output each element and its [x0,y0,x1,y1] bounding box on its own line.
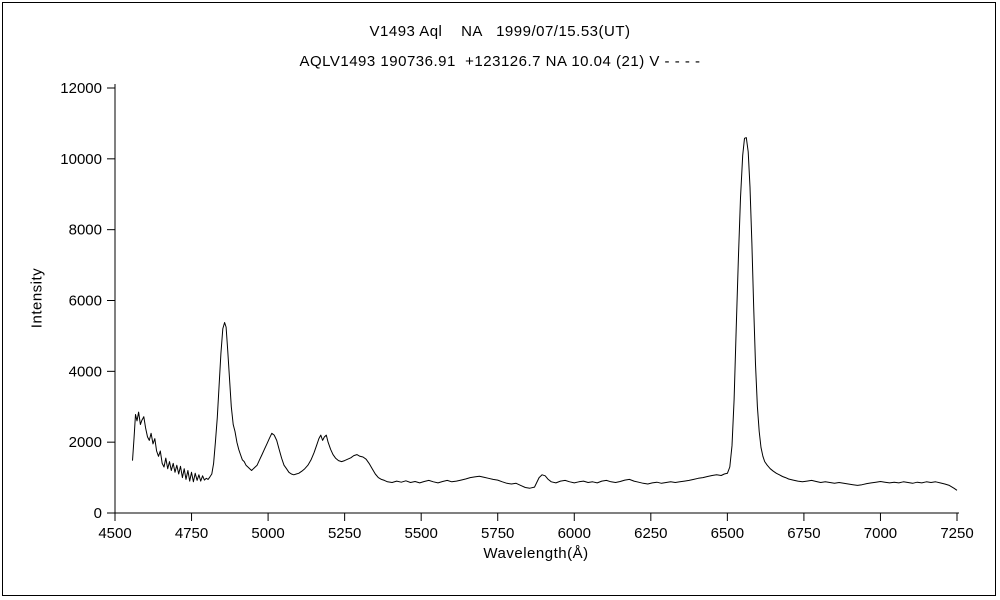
x-tick-label: 7250 [940,525,973,542]
y-tick-label: 10000 [60,151,102,168]
x-tick-label: 5750 [481,525,514,542]
x-tick-label: 4750 [175,525,208,542]
x-tick-label: 6250 [634,525,667,542]
x-tick-label: 6000 [558,525,591,542]
chart-title: V1493 Aql NA 1999/07/15.53(UT) [369,23,631,40]
x-tick-label: 6500 [711,525,744,542]
y-tick-label: 12000 [60,80,102,97]
x-tick-label: 5000 [251,525,284,542]
spectrum-line [132,137,958,491]
x-tick-label: 4500 [98,525,131,542]
x-tick-label: 6750 [787,525,820,542]
y-tick-label: 2000 [69,434,102,451]
x-axis-label: Wavelength(Å) [483,545,589,562]
y-tick-label: 4000 [69,363,102,380]
x-tick-label: 5250 [328,525,361,542]
y-tick-label: 6000 [69,293,102,310]
chart-subtitle: AQLV1493 190736.91 +123126.7 NA 10.04 (2… [299,53,701,70]
x-tick-label: 7000 [864,525,897,542]
y-tick-label: 8000 [69,222,102,239]
y-tick-label: 0 [94,505,102,522]
x-tick-label: 5500 [404,525,437,542]
